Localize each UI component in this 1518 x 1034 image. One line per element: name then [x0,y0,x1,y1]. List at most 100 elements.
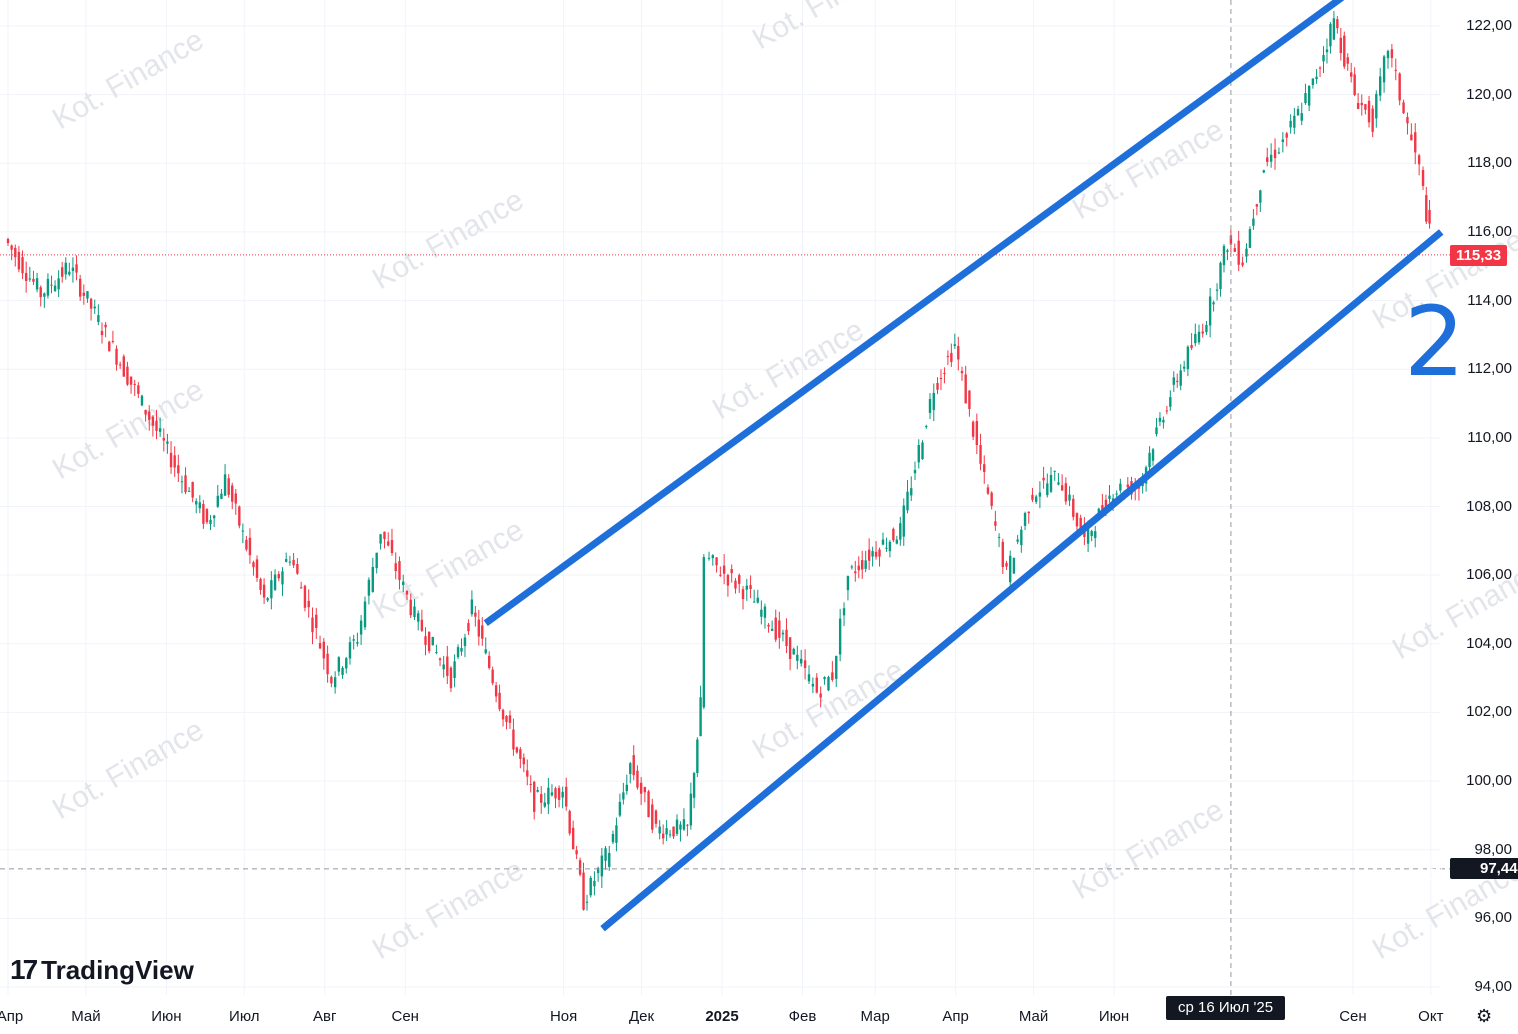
candle-body [774,617,777,640]
candle-body [144,409,147,415]
candle-body [913,469,917,474]
candle-body [699,697,702,737]
candle-body [625,784,629,792]
candle-body [1212,302,1215,305]
last-price-badge: 115,33 [1450,245,1508,266]
candle-body [1300,113,1303,121]
candle-body [491,669,494,684]
candle-body [819,693,822,698]
candle-body [284,559,288,562]
candle-body [413,606,416,618]
price-tick-label: 108,00 [1466,497,1512,515]
candle-body [1126,484,1129,488]
candle-body [216,495,219,507]
candle-body [702,557,706,708]
plus-circle-icon[interactable]: + [1422,860,1442,880]
candle-body [68,271,71,275]
candle-body [1219,262,1222,290]
candle-body [529,783,532,785]
candle-body [1360,102,1363,106]
candle-body [1205,324,1208,333]
candle-body [64,262,67,275]
candle-body [14,247,17,258]
tradingview-logo[interactable]: 17 TradingView [10,954,194,986]
channel-lower-line [600,229,1444,932]
candle-body [1165,410,1169,412]
candle-body [943,372,946,374]
candle-body [1289,120,1292,128]
candle-body [971,421,975,437]
candle-body [501,709,505,720]
candle-body [1339,37,1343,54]
candle-body [1215,289,1219,291]
candle-body [288,561,292,563]
candle-body [1038,492,1042,497]
candle-body [906,491,909,511]
candle-body [575,850,578,855]
candle-body [277,574,280,579]
candle-body [227,478,230,495]
candle-body [1252,218,1255,226]
candle-body [885,547,888,549]
candle-body [585,901,589,903]
candle-body [1322,54,1325,62]
candle-body [878,549,881,557]
candle-body [60,267,64,277]
candle-body [1245,248,1248,257]
candle-body [835,655,838,679]
candle-body [550,792,554,796]
candle-body [255,559,259,578]
candle-body [375,552,378,569]
candle-body [726,575,730,586]
watermark-text: Kot. Finance [47,713,209,826]
candle-body [846,575,850,591]
candle-body [1266,157,1269,162]
candle-body [259,578,262,590]
candle-body [983,464,986,473]
candle-body [245,539,248,550]
candle-body [1108,495,1111,499]
candle-body [864,560,867,569]
candle-body [1307,85,1311,106]
candle-body [1318,67,1322,69]
candle-body [104,324,107,328]
time-tick-label: Сен [1339,1008,1367,1025]
candle-body [888,541,892,552]
candle-body [28,278,32,280]
candle-body [842,608,846,616]
watermark-text: Kot. Finance [47,373,209,486]
watermark-text: Kot. Finance [367,183,529,296]
candle-body [209,519,212,524]
crosshair-price-badge: 97,44 [1450,858,1518,879]
gear-icon[interactable]: ⚙ [1476,1006,1493,1026]
time-tick-label: Дек [628,1008,655,1025]
candle-body [1402,102,1405,114]
candle-body [463,637,467,647]
candle-body [173,455,176,468]
candle-body [202,503,205,524]
candle-body [1097,508,1101,515]
candle-body [405,590,409,595]
candle-body [1346,57,1349,64]
candle-body [715,557,718,566]
candle-body [187,490,191,492]
candle-body [986,487,990,494]
candle-body [177,465,180,474]
candle-body [118,364,122,366]
candle-body [749,585,752,590]
candle-body [82,292,86,296]
candle-body [356,642,359,644]
candle-body [1186,346,1190,370]
candle-body [838,618,842,655]
candle-body [1086,524,1090,544]
candle-body [1273,149,1277,159]
candle-body [1023,513,1027,526]
candle-body [326,653,329,675]
candle-body [1053,470,1056,472]
time-tick-label: Фев [788,1008,817,1025]
candle-body [133,383,136,385]
candle-body [672,826,675,837]
candle-body [792,648,795,655]
candle-body [453,661,456,679]
